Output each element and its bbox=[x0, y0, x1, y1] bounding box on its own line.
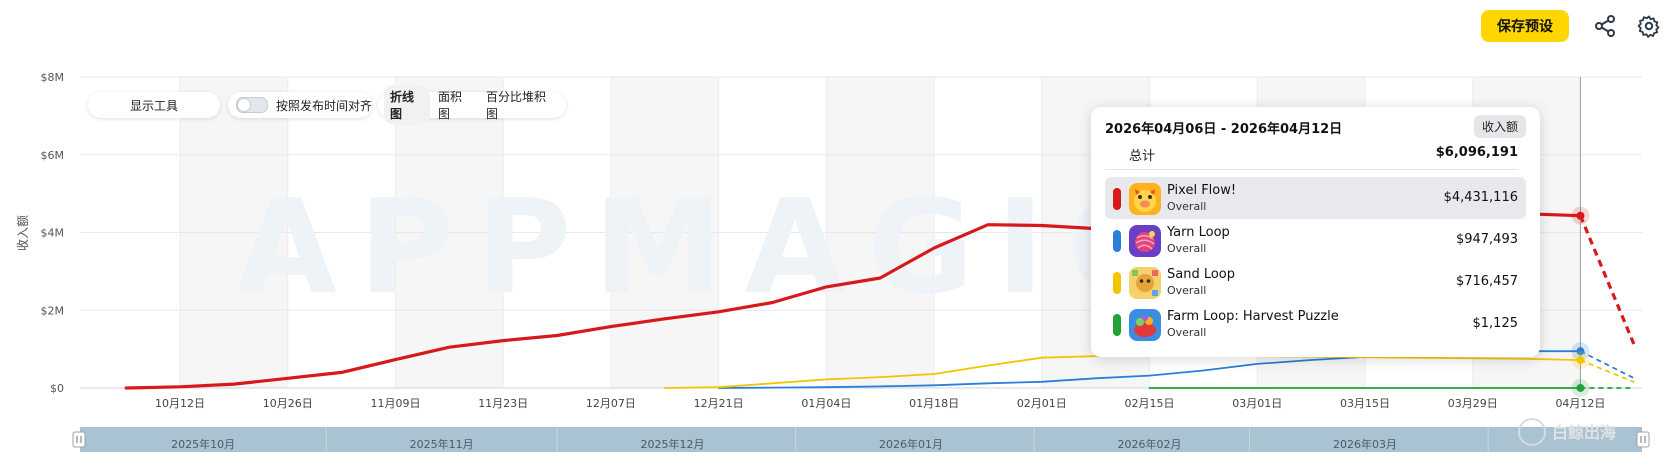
x-tick-label: 04月12日 bbox=[1555, 397, 1605, 410]
app-scope: Overall bbox=[1167, 326, 1207, 339]
y-tick-label: $0 bbox=[50, 382, 64, 395]
total-value: $6,096,191 bbox=[1435, 145, 1518, 160]
tooltip-divider bbox=[1105, 169, 1518, 170]
corner-watermark-logo bbox=[1518, 418, 1546, 446]
y-tick-label: $2M bbox=[41, 304, 65, 317]
tooltip-date-range: 2026年04月06日 - 2026年04月12日 bbox=[1105, 122, 1343, 137]
series-color-swatch bbox=[1113, 230, 1121, 252]
watermark-text: APPMAGIC bbox=[236, 171, 1184, 323]
app-name: Yarn Loop bbox=[1167, 225, 1230, 240]
app-scope: Overall bbox=[1167, 242, 1207, 255]
align-by-release-toggle[interactable]: 按照发布时间对齐 bbox=[228, 92, 372, 118]
app-name: Pixel Flow! bbox=[1167, 183, 1237, 198]
series-color-swatch bbox=[1113, 188, 1121, 210]
app-revenue: $947,493 bbox=[1455, 232, 1518, 247]
app-revenue: $4,431,116 bbox=[1443, 190, 1518, 205]
x-tick-label: 02月01日 bbox=[1017, 397, 1067, 410]
y-axis-label: 收入额 bbox=[16, 215, 30, 251]
hover-marker bbox=[1576, 211, 1585, 220]
chart-type-switcher: 折线图 面积图 百分比堆积图 bbox=[378, 85, 566, 125]
series-line bbox=[124, 212, 1582, 390]
metric-badge: 收入额 bbox=[1473, 115, 1526, 138]
pig-app-icon bbox=[1129, 183, 1161, 215]
tooltip-row-pixel-flow[interactable]: Pixel Flow! Overall $4,431,116 bbox=[1105, 177, 1526, 219]
total-label: 总计 bbox=[1129, 149, 1156, 164]
navigator-month-label: 2026年03月 bbox=[1333, 437, 1397, 451]
hover-marker bbox=[1576, 356, 1585, 365]
tooltip-row-sand-loop[interactable]: Sand Loop Overall $716,457 bbox=[1105, 261, 1526, 303]
x-tick-label: 12月07日 bbox=[586, 397, 636, 410]
gear-icon[interactable] bbox=[1637, 14, 1661, 38]
navigator-handle bbox=[1636, 431, 1650, 448]
tab-area-chart[interactable]: 面积图 bbox=[438, 90, 463, 121]
app-revenue: $716,457 bbox=[1455, 274, 1518, 289]
navigator-month-label: 2025年11月 bbox=[410, 437, 474, 451]
x-tick-label: 10月12日 bbox=[155, 397, 205, 410]
navigator-month-label: 2025年12月 bbox=[640, 437, 704, 451]
top-actions: 保存预设 bbox=[1363, 8, 1663, 44]
app-revenue: $1,125 bbox=[1472, 316, 1519, 331]
share-icon[interactable] bbox=[1593, 14, 1617, 38]
hover-marker bbox=[1576, 347, 1585, 356]
x-tick-label: 02月15日 bbox=[1125, 397, 1175, 410]
toggle-switch[interactable] bbox=[236, 97, 268, 113]
navigator-track bbox=[80, 427, 1642, 452]
hover-marker bbox=[1576, 383, 1585, 392]
tab-percent-stacked-chart[interactable]: 百分比堆积图 bbox=[486, 90, 547, 121]
corner-watermark-text: 白鲸出海 bbox=[1552, 423, 1616, 442]
range-navigator[interactable]: 2025年10月 2025年11月 2025年12月 2026年01月 2026年02月… bbox=[72, 418, 1650, 452]
y-tick-label: $4M bbox=[41, 227, 65, 240]
app-scope: Overall bbox=[1167, 200, 1207, 213]
yarn-app-icon bbox=[1129, 225, 1161, 257]
app-name: Farm Loop: Harvest Puzzle bbox=[1167, 309, 1339, 324]
navigator-month-label: 2026年01月 bbox=[879, 437, 943, 451]
x-axis: 10月12日 10月26日 11月09日 11月23日 12月07日 12月21日 01月0… bbox=[155, 397, 1605, 410]
series-color-swatch bbox=[1113, 314, 1121, 336]
navigator-month-label: 2025年10月 bbox=[171, 437, 235, 451]
toggle-knob bbox=[238, 99, 250, 111]
hover-markers bbox=[1571, 77, 1590, 397]
series-projection bbox=[1580, 359, 1635, 384]
watermark: APPMAGIC bbox=[236, 171, 1184, 323]
sand-app-icon bbox=[1129, 267, 1161, 299]
save-preset-button[interactable]: 保存预设 bbox=[1481, 10, 1569, 42]
y-tick-label: $8M bbox=[41, 71, 65, 84]
x-tick-label: 03月29日 bbox=[1448, 397, 1498, 410]
series-projection bbox=[1579, 350, 1635, 380]
align-by-release-label: 按照发布时间对齐 bbox=[276, 98, 373, 113]
x-tick-label: 01月18日 bbox=[909, 397, 959, 410]
x-tick-label: 12月21日 bbox=[694, 397, 744, 410]
x-tick-label: 03月15日 bbox=[1340, 397, 1390, 410]
x-tick-label: 10月26日 bbox=[263, 397, 313, 410]
farm-app-icon bbox=[1129, 309, 1161, 341]
navigator-handle bbox=[72, 431, 86, 448]
x-tick-label: 03月01日 bbox=[1232, 397, 1282, 410]
x-tick-label: 01月04日 bbox=[801, 397, 851, 410]
tooltip-row-yarn-loop[interactable]: Yarn Loop Overall $947,493 bbox=[1105, 219, 1526, 261]
y-axis: $0 $2M $4M $6M $8M bbox=[41, 71, 65, 395]
series-color-swatch bbox=[1113, 272, 1121, 294]
show-tools-button[interactable]: 显示工具 bbox=[88, 92, 220, 118]
tab-line-chart[interactable]: 折线图 bbox=[384, 85, 430, 125]
x-tick-label: 11月09日 bbox=[370, 397, 420, 410]
series-line bbox=[717, 350, 1582, 389]
app-name: Sand Loop bbox=[1167, 267, 1236, 282]
y-tick-label: $6M bbox=[41, 149, 65, 162]
app-scope: Overall bbox=[1167, 284, 1207, 297]
navigator-month-label: 2026年02月 bbox=[1118, 437, 1182, 451]
hover-tooltip: 2026年04月06日 - 2026年04月12日 收入额 总计 $6,096,… bbox=[1091, 107, 1540, 357]
x-tick-label: 11月23日 bbox=[478, 397, 528, 410]
tooltip-row-farm-loop[interactable]: Farm Loop: Harvest Puzzle Overall $1,125 bbox=[1105, 303, 1526, 345]
